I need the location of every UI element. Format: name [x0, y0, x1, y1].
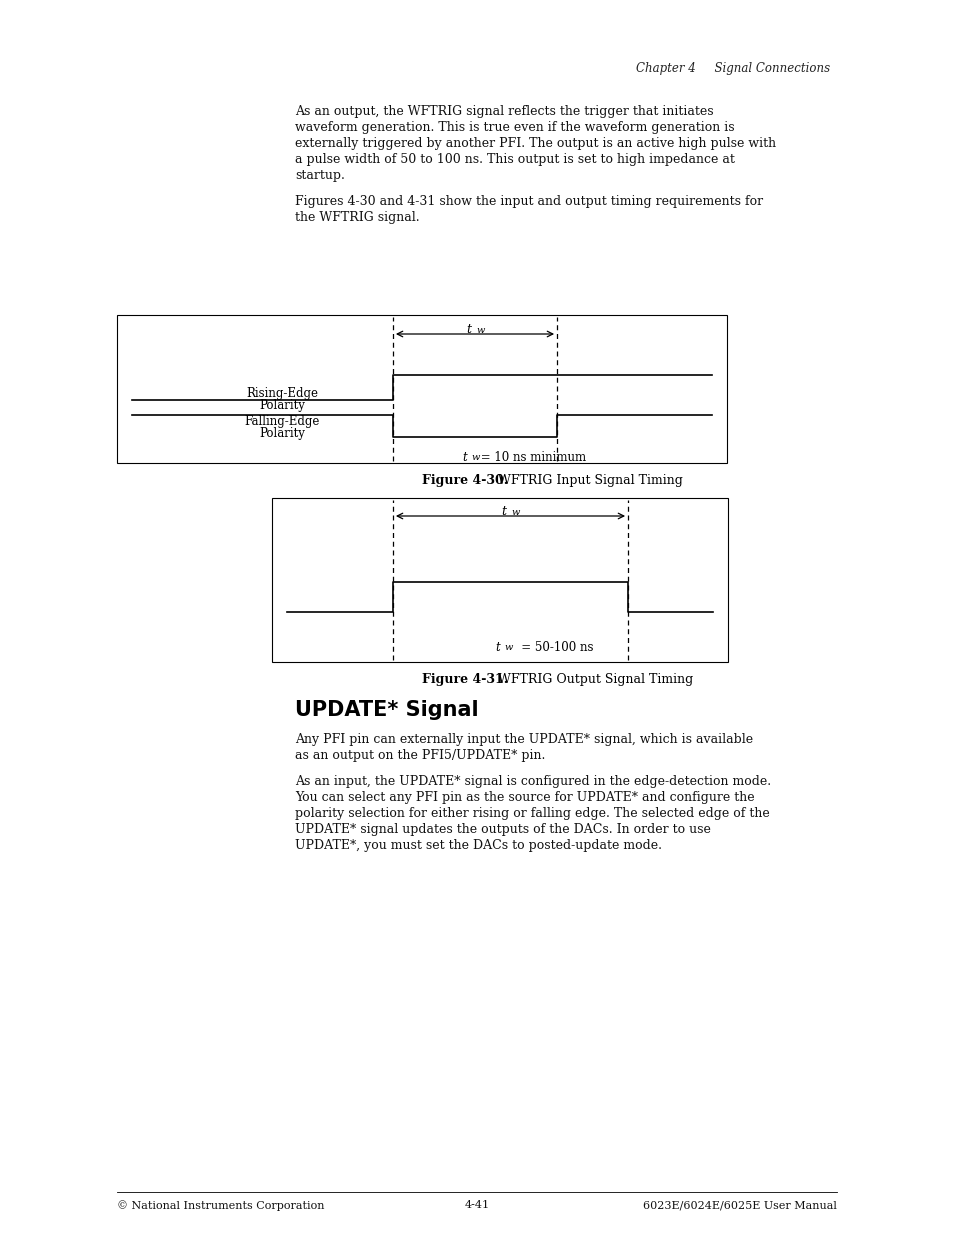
- Text: t: t: [501, 505, 506, 517]
- Text: startup.: startup.: [294, 169, 345, 182]
- Text: polarity selection for either rising or falling edge. The selected edge of the: polarity selection for either rising or …: [294, 806, 769, 820]
- Text: w: w: [471, 453, 478, 462]
- Text: 4-41: 4-41: [464, 1200, 489, 1210]
- Text: © National Instruments Corporation: © National Instruments Corporation: [117, 1200, 324, 1210]
- Text: Figure 4-31.: Figure 4-31.: [421, 673, 508, 685]
- Text: As an input, the UPDATE* signal is configured in the edge-detection mode.: As an input, the UPDATE* signal is confi…: [294, 776, 770, 788]
- Text: UPDATE*, you must set the DACs to posted-update mode.: UPDATE*, you must set the DACs to posted…: [294, 839, 661, 852]
- Text: Chapter 4     Signal Connections: Chapter 4 Signal Connections: [636, 62, 829, 75]
- Text: the WFTRIG signal.: the WFTRIG signal.: [294, 211, 419, 224]
- Text: Polarity: Polarity: [259, 427, 305, 440]
- Text: as an output on the PFI5/UPDATE* pin.: as an output on the PFI5/UPDATE* pin.: [294, 748, 545, 762]
- Text: w: w: [504, 643, 513, 652]
- Text: = 10 ns minimum: = 10 ns minimum: [476, 451, 585, 464]
- Text: a pulse width of 50 to 100 ns. This output is set to high impedance at: a pulse width of 50 to 100 ns. This outp…: [294, 153, 734, 165]
- Bar: [272, 498, 727, 662]
- Text: Polarity: Polarity: [259, 399, 305, 412]
- Text: WFTRIG Output Signal Timing: WFTRIG Output Signal Timing: [490, 673, 693, 685]
- Text: externally triggered by another PFI. The output is an active high pulse with: externally triggered by another PFI. The…: [294, 137, 776, 149]
- Text: Falling-Edge: Falling-Edge: [244, 415, 319, 429]
- Text: Rising-Edge: Rising-Edge: [246, 387, 317, 400]
- Text: w: w: [511, 508, 519, 517]
- Text: w: w: [476, 326, 484, 335]
- Text: As an output, the WFTRIG signal reflects the trigger that initiates: As an output, the WFTRIG signal reflects…: [294, 105, 713, 119]
- Text: waveform generation. This is true even if the waveform generation is: waveform generation. This is true even i…: [294, 121, 734, 135]
- Text: Any PFI pin can externally input the UPDATE* signal, which is available: Any PFI pin can externally input the UPD…: [294, 734, 752, 746]
- Text: UPDATE* signal updates the outputs of the DACs. In order to use: UPDATE* signal updates the outputs of th…: [294, 823, 710, 836]
- Text: 6023E/6024E/6025E User Manual: 6023E/6024E/6025E User Manual: [642, 1200, 836, 1210]
- Text: You can select any PFI pin as the source for UPDATE* and configure the: You can select any PFI pin as the source…: [294, 790, 754, 804]
- Text: = 50-100 ns: = 50-100 ns: [510, 641, 594, 655]
- Text: Figures 4-30 and 4-31 show the input and output timing requirements for: Figures 4-30 and 4-31 show the input and…: [294, 195, 762, 207]
- Text: t: t: [465, 324, 471, 336]
- Bar: [117, 315, 726, 463]
- Text: Figure 4-30.: Figure 4-30.: [421, 474, 508, 487]
- Text: WFTRIG Input Signal Timing: WFTRIG Input Signal Timing: [490, 474, 682, 487]
- Text: t: t: [496, 641, 500, 655]
- Text: t: t: [462, 451, 467, 464]
- Text: UPDATE* Signal: UPDATE* Signal: [294, 700, 478, 720]
